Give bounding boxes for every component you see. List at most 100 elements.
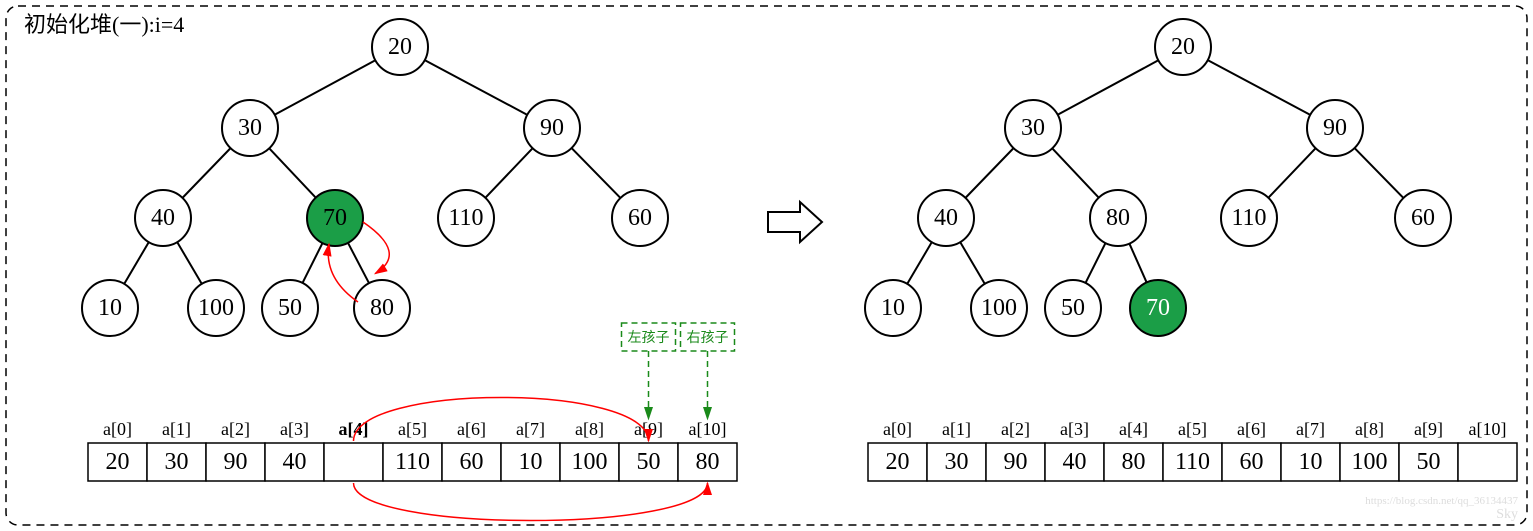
svg-text:70: 70 (342, 449, 366, 475)
svg-text:110: 110 (1175, 449, 1210, 475)
svg-text:60: 60 (628, 205, 652, 231)
svg-text:10: 10 (881, 295, 905, 321)
svg-text:右孩子: 右孩子 (687, 330, 729, 346)
array-cell: 30 a[1] (927, 419, 986, 481)
array-cell: 20 a[0] (868, 419, 927, 481)
svg-text:80: 80 (696, 449, 720, 475)
svg-text:20: 20 (1171, 34, 1195, 60)
array-cell: 80 a[10] (678, 419, 737, 481)
svg-text:a[7]: a[7] (1296, 419, 1325, 439)
array-cell: 50a[9] (1399, 419, 1458, 481)
panel-title: 初始化堆(一):i=4 (24, 12, 184, 37)
svg-text:a[0]: a[0] (103, 419, 132, 439)
svg-text:a[5]: a[5] (398, 419, 427, 439)
svg-text:30: 30 (238, 115, 262, 141)
tree-node: 40 (918, 190, 974, 246)
svg-text:a[5]: a[5] (1178, 419, 1207, 439)
svg-text:40: 40 (934, 205, 958, 231)
svg-text:10: 10 (1299, 449, 1323, 475)
tree-node: 50 (1045, 280, 1101, 336)
array-cell: 10a[7] (501, 419, 560, 481)
array-cell: 110 a[5] (1163, 419, 1222, 481)
tree-node: 110 (438, 190, 494, 246)
svg-text:80: 80 (1106, 205, 1130, 231)
right-tree: 203090408011060101005070 (865, 19, 1451, 336)
svg-text:100: 100 (981, 295, 1017, 321)
svg-text:70: 70 (323, 205, 347, 231)
svg-text:100: 100 (1352, 449, 1388, 475)
tree-node: 70 (307, 190, 363, 246)
svg-text:a[2]: a[2] (1001, 419, 1030, 439)
tree-node: 20 (1155, 19, 1211, 75)
svg-text:a[6]: a[6] (457, 419, 486, 439)
array-cell: 10 a[7] (1281, 419, 1340, 481)
svg-text:10: 10 (519, 449, 543, 475)
svg-text:30: 30 (1021, 115, 1045, 141)
svg-text:20: 20 (388, 34, 412, 60)
array-cell: 100a[8] (1340, 419, 1399, 481)
array-cell: 90a[2] (206, 419, 265, 481)
svg-text:60: 60 (1411, 205, 1435, 231)
svg-text:90: 90 (1004, 449, 1028, 475)
svg-text:a[0]: a[0] (883, 419, 912, 439)
tree-node: 10 (865, 280, 921, 336)
svg-text:20: 20 (886, 449, 910, 475)
svg-text:90: 90 (224, 449, 248, 475)
svg-text:50: 50 (1417, 449, 1441, 475)
array-cell: 70a[4] (324, 419, 383, 481)
tree-node: 30 (222, 100, 278, 156)
array-cell: 90 a[2] (986, 419, 1045, 481)
right-array: 20 a[0] 30 a[1] 90 a[2] 40 a[3] 80 a[4] 110 a[5] 60 a… (868, 419, 1517, 481)
svg-text:30: 30 (945, 449, 969, 475)
svg-text:70: 70 (1476, 449, 1500, 475)
svg-text:100: 100 (572, 449, 608, 475)
svg-text:90: 90 (540, 115, 564, 141)
array-cell: 60a[6] (442, 419, 501, 481)
svg-text:40: 40 (151, 205, 175, 231)
tree-node: 80 (1090, 190, 1146, 246)
left-array: 20 a[0] 30 a[1] 90a[2] 40 a[3] 70a[4] 110 a[5] 60a… (88, 419, 737, 481)
tree-node: 60 (1395, 190, 1451, 246)
heap-init-diagram: 初始化堆(一):i=4 20 30 90 40 70 110 60 10 100 50 80 20 3… (0, 0, 1533, 531)
tree-node: 40 (135, 190, 191, 246)
svg-text:80: 80 (1122, 449, 1146, 475)
watermark-url: https://blog.csdn.net/qq_36134437 (1365, 495, 1518, 507)
svg-text:110: 110 (395, 449, 430, 475)
svg-text:a[1]: a[1] (162, 419, 191, 439)
svg-text:a[1]: a[1] (942, 419, 971, 439)
svg-text:a[10]: a[10] (689, 419, 727, 439)
svg-text:a[6]: a[6] (1237, 419, 1266, 439)
svg-text:30: 30 (165, 449, 189, 475)
array-cell: 40 a[3] (1045, 419, 1104, 481)
svg-text:a[3]: a[3] (280, 419, 309, 439)
svg-text:50: 50 (1061, 295, 1085, 321)
tree-node: 50 (262, 280, 318, 336)
tree-node: 20 (372, 19, 428, 75)
svg-text:50: 50 (637, 449, 661, 475)
svg-text:a[3]: a[3] (1060, 419, 1089, 439)
svg-text:a[4]: a[4] (1119, 419, 1148, 439)
svg-text:10: 10 (98, 295, 122, 321)
svg-text:110: 110 (1231, 205, 1266, 231)
tree-node: 70 (1130, 280, 1186, 336)
left-tree: 20 30 90 40 70 110 60 10 100 50 80 (82, 19, 668, 336)
svg-text:60: 60 (1240, 449, 1264, 475)
tree-node: 100 (188, 280, 244, 336)
watermark: Sky (1496, 507, 1518, 522)
tree-node: 100 (971, 280, 1027, 336)
svg-text:50: 50 (278, 295, 302, 321)
array-cell: 70 a[10] (1458, 419, 1517, 481)
tree-node: 30 (1005, 100, 1061, 156)
svg-text:a[8]: a[8] (575, 419, 604, 439)
svg-text:a[10]: a[10] (1469, 419, 1507, 439)
array-cell: 30 a[1] (147, 419, 206, 481)
tree-node: 10 (82, 280, 138, 336)
array-cell: 40 a[3] (265, 419, 324, 481)
svg-text:40: 40 (1063, 449, 1087, 475)
svg-text:100: 100 (198, 295, 234, 321)
svg-text:40: 40 (283, 449, 307, 475)
array-cell: 110 a[5] (383, 419, 442, 481)
tree-node: 90 (524, 100, 580, 156)
tree-node: 80 (354, 280, 410, 336)
svg-text:20: 20 (106, 449, 130, 475)
